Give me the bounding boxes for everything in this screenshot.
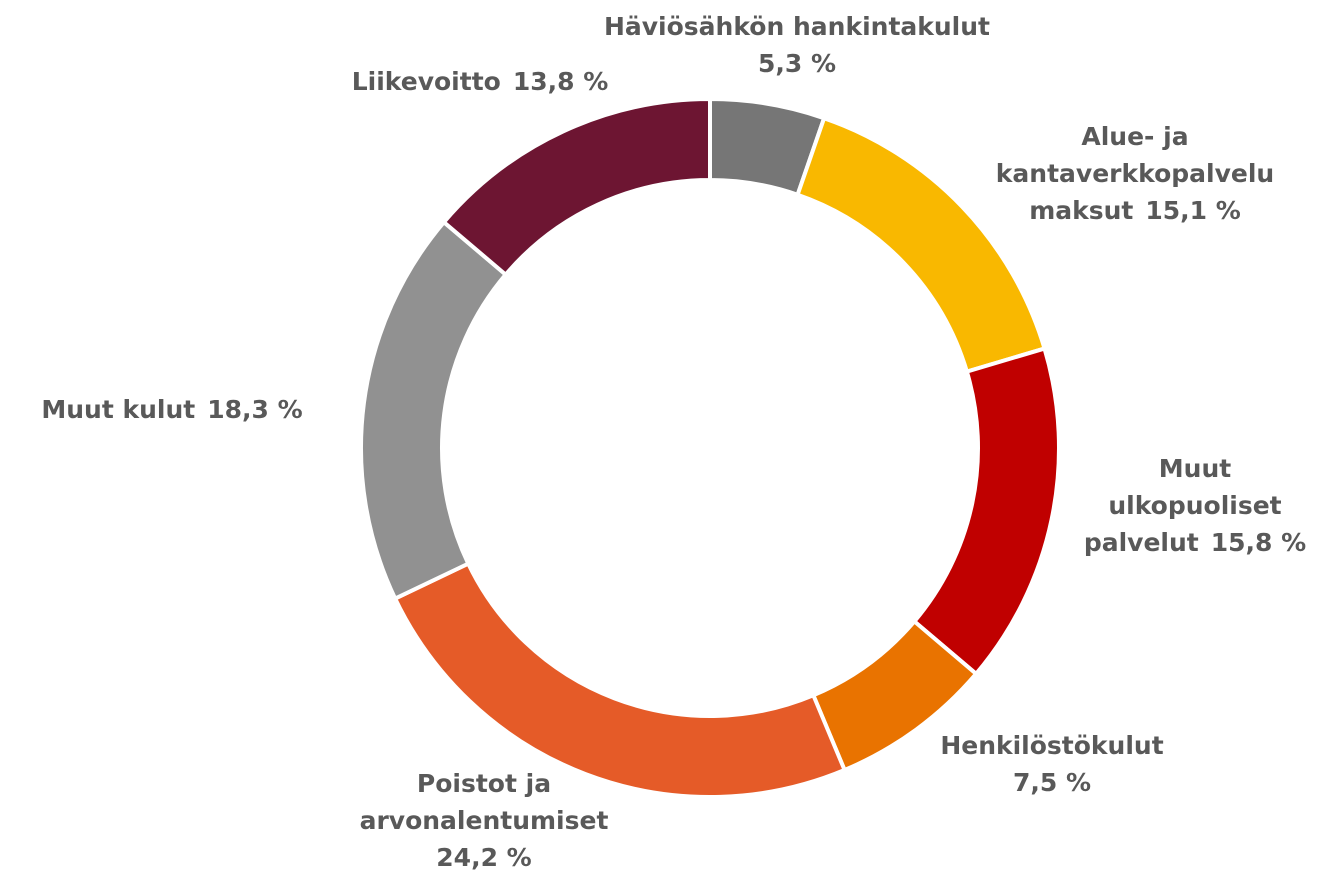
label-line: palvelut <box>1084 528 1199 557</box>
value-label: 7,5 % <box>1013 768 1091 797</box>
donut-slice <box>359 219 509 602</box>
label-line: arvonalentumiset <box>360 806 609 835</box>
donut-slice <box>911 346 1061 677</box>
slice-label: Muut ulkopuoliset palvelut <box>1084 454 1282 557</box>
label-line: Häviösähkön hankintakulut <box>604 12 990 41</box>
label-line: Henkilöstökulut <box>940 731 1163 760</box>
slice-label: Poistot ja arvonalentumiset <box>360 769 609 835</box>
donut-slice <box>795 115 1048 375</box>
slice-label: Häviösähkön hankintakulut <box>604 12 990 41</box>
slice-label: Henkilöstökulut <box>940 731 1163 760</box>
value-label: 13,8 % <box>513 67 608 96</box>
donut-slice <box>441 96 712 278</box>
value-label: 24,2 % <box>436 843 531 872</box>
label-line: Muut kulut <box>41 395 195 424</box>
value-label: 15,1 % <box>1145 196 1240 225</box>
label-line: maksut <box>1029 196 1133 225</box>
value-label: 18,3 % <box>207 395 302 424</box>
label-line: Alue- ja <box>1081 122 1188 151</box>
slice-label: Liikevoitto <box>352 67 501 96</box>
label-line: Liikevoitto <box>352 67 501 96</box>
slice-label: Alue- ja kantaverkkopalvelu maksut <box>996 122 1274 225</box>
label-line: Poistot ja <box>417 769 551 798</box>
label-line: kantaverkkopalvelu <box>996 159 1274 188</box>
value-label: 5,3 % <box>758 49 836 78</box>
label-line: Muut <box>1159 454 1231 483</box>
donut-slice <box>392 560 848 799</box>
value-label: 15,8 % <box>1211 528 1306 557</box>
slice-label: Muut kulut <box>41 395 195 424</box>
label-line: ulkopuoliset <box>1108 491 1281 520</box>
